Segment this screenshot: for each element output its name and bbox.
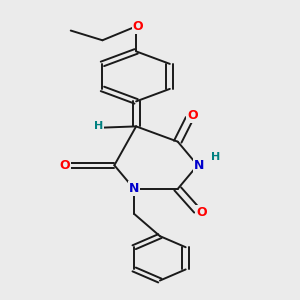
Text: O: O	[196, 206, 207, 219]
Text: N: N	[129, 182, 139, 195]
Text: N: N	[194, 159, 205, 172]
Text: H: H	[211, 152, 220, 162]
Text: O: O	[188, 109, 198, 122]
Text: H: H	[94, 122, 103, 131]
Text: O: O	[59, 159, 70, 172]
Text: O: O	[133, 20, 143, 33]
